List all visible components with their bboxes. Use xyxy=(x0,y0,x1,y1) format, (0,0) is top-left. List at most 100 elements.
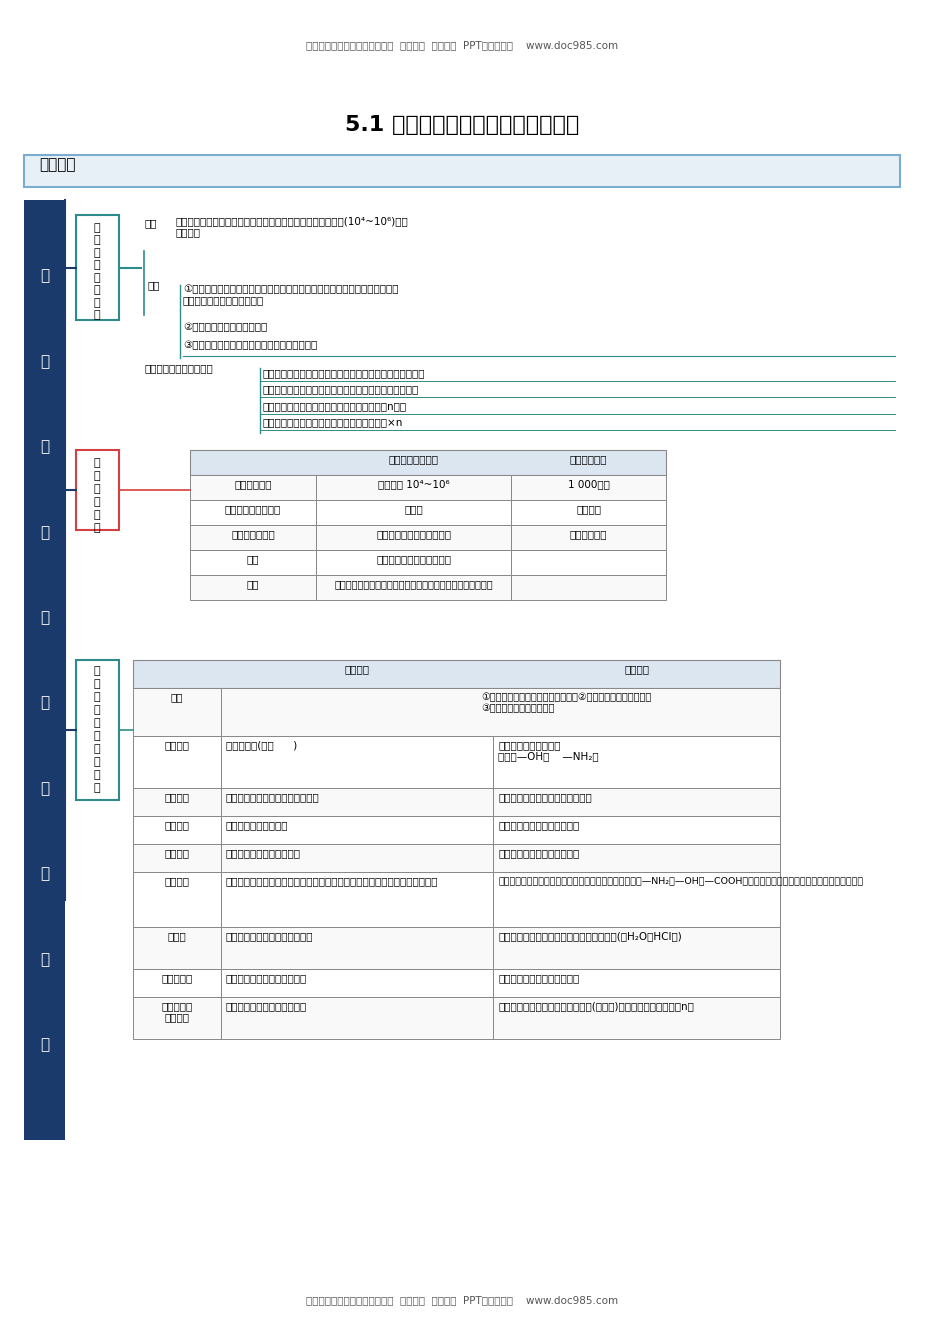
Text: 含不饱和键(如：      ): 含不饱和键(如： ) xyxy=(226,741,297,750)
Text: 反应特点: 反应特点 xyxy=(164,876,190,886)
Text: 反应发生在不饱和键上: 反应发生在不饱和键上 xyxy=(226,820,288,831)
Text: 有机高分子化合物: 有机高分子化合物 xyxy=(389,454,439,464)
Text: 物理、化学性质有较大差别: 物理、化学性质有较大差别 xyxy=(376,554,451,564)
Text: 5.1 合成高分子的基本方法（精讲）: 5.1 合成高分子的基本方法（精讲） xyxy=(345,116,580,134)
Text: 方: 方 xyxy=(40,952,49,966)
Bar xyxy=(133,788,220,816)
Text: 概念: 概念 xyxy=(144,218,157,228)
Text: 机: 机 xyxy=(94,235,101,246)
Bar xyxy=(133,927,220,969)
Text: 是单体的相对分子质量与脱去分子(小分子)的相对分子质量之差的n倍: 是单体的相对分子质量与脱去分子(小分子)的相对分子质量之差的n倍 xyxy=(498,1001,694,1011)
Bar xyxy=(493,844,780,872)
Text: 相同: 相同 xyxy=(171,692,183,702)
Text: 高分子化合物有关的概念: 高分子化合物有关的概念 xyxy=(144,363,213,374)
Text: 通过结合到低小分子而后连接: 通过结合到低小分子而后连接 xyxy=(498,848,580,857)
Bar xyxy=(76,215,119,320)
Text: 小学、初中、高中各种试卷真题  知识归纳  文案合同  PPT等免费下载    www.doc985.com: 小学、初中、高中各种试卷真题 知识归纳 文案合同 PPT等免费下载 www.do… xyxy=(306,1296,618,1305)
Text: ③每个高分子都是由若干个重复结构单元组成的: ③每个高分子都是由若干个重复结构单元组成的 xyxy=(183,340,317,349)
Bar xyxy=(133,660,780,688)
Text: 成: 成 xyxy=(40,353,49,368)
Bar xyxy=(220,969,493,997)
Bar xyxy=(190,575,316,599)
Bar xyxy=(493,997,780,1039)
Bar xyxy=(190,474,316,500)
Text: 合: 合 xyxy=(94,298,101,308)
Text: 的: 的 xyxy=(94,757,101,767)
Bar xyxy=(511,526,667,550)
Text: 聚合物的平均相对分子质量＝链节的相对质量×n: 聚合物的平均相对分子质量＝链节的相对质量×n xyxy=(263,417,403,427)
Bar xyxy=(493,927,780,969)
Bar xyxy=(493,788,780,816)
Text: 生成高聚物的同时，还有小分子副产物生成(如H₂O、HCl等): 生成高聚物的同时，还有小分子副产物生成(如H₂O、HCl等) xyxy=(498,931,682,941)
Text: 一般高达 10⁴~10⁶: 一般高达 10⁴~10⁶ xyxy=(378,478,449,489)
Bar xyxy=(220,927,493,969)
Text: 仅生成高聚物，没有副产物产生: 仅生成高聚物，没有副产物产生 xyxy=(226,931,314,941)
Text: 性质: 性质 xyxy=(247,554,259,564)
Text: ①单体是相对分子质量小的有机物；②生成物有高分子化合物；
③单体可相同，也可不相同: ①单体是相对分子质量小的有机物；②生成物有高分子化合物； ③单体可相同，也可不相… xyxy=(481,692,652,714)
Text: 分: 分 xyxy=(94,261,101,270)
Text: 子: 子 xyxy=(94,497,101,507)
Bar xyxy=(493,969,780,997)
Text: 高: 高 xyxy=(94,249,101,258)
Bar xyxy=(511,575,667,599)
Bar xyxy=(220,844,493,872)
Text: 明确数值: 明确数值 xyxy=(576,504,601,513)
Text: 酸和胺、二元醇、二元酸、氨基酸: 酸和胺、二元醇、二元酸、氨基酸 xyxy=(498,792,592,802)
Text: 特点: 特点 xyxy=(148,280,161,290)
Bar xyxy=(316,526,511,550)
Text: ①相对分子质量很大，由于高分子化合物都是混合物，无固定的熔、沸点，其
相对分子质量只是一个平均值: ①相对分子质量很大，由于高分子化合物都是混合物，无固定的熔、沸点，其 相对分子质… xyxy=(183,284,398,305)
Bar xyxy=(493,872,780,927)
Text: 比: 比 xyxy=(94,509,101,520)
Bar xyxy=(511,474,667,500)
Text: 由许多小分子化合物通过共价键结合成的，相对分子质量很高(10⁴~10⁶)的一
类化合物: 由许多小分子化合物通过共价键结合成的，相对分子质量很高(10⁴~10⁶)的一 类… xyxy=(175,216,408,238)
Text: 合: 合 xyxy=(40,269,49,284)
Text: 1 000以下: 1 000以下 xyxy=(568,478,610,489)
Text: 单体：能够进行聚合反应形成高分子化合物的低分子化合物: 单体：能够进行聚合反应形成高分子化合物的低分子化合物 xyxy=(263,368,426,378)
Bar xyxy=(190,500,316,526)
Bar xyxy=(76,450,119,530)
Text: 本: 本 xyxy=(40,867,49,882)
Text: 链节：高分子化合物中化学组成相同、可重复的最小单位: 链节：高分子化合物中化学组成相同、可重复的最小单位 xyxy=(263,384,419,394)
Text: ②合成原料都是低分子化合物: ②合成原料都是低分子化合物 xyxy=(183,323,267,332)
Bar xyxy=(316,500,511,526)
Bar xyxy=(220,872,493,927)
Bar xyxy=(190,550,316,575)
Bar xyxy=(220,788,493,816)
Bar xyxy=(133,737,220,788)
Bar xyxy=(220,997,493,1039)
Text: 单体中含有不饱和键是加聚反应的必要条件，打开不饱和键，相互连成长碳链: 单体中含有不饱和键是加聚反应的必要条件，打开不饱和键，相互连成长碳链 xyxy=(226,876,438,886)
Text: 有: 有 xyxy=(94,223,101,233)
Text: 较: 较 xyxy=(94,784,101,793)
Bar xyxy=(493,816,780,844)
Bar xyxy=(190,450,667,474)
Text: 通过不饱和键上的加成连接: 通过不饱和键上的加成连接 xyxy=(226,848,301,857)
Text: 由若干个重复结构单元组成: 由若干个重复结构单元组成 xyxy=(376,530,451,539)
Text: 分: 分 xyxy=(40,524,49,540)
Text: 比: 比 xyxy=(94,770,101,780)
Bar xyxy=(133,872,220,927)
Text: 至少含两个特征官能团
（如：—OH、    —NH₂）: 至少含两个特征官能团 （如：—OH、 —NH₂） xyxy=(498,741,598,762)
Bar xyxy=(316,550,511,575)
Text: 分: 分 xyxy=(94,484,101,495)
Text: 缩: 缩 xyxy=(94,706,101,715)
Text: 缩聚反应: 缩聚反应 xyxy=(624,664,649,673)
Text: 物: 物 xyxy=(94,310,101,320)
Text: 低: 低 xyxy=(94,470,101,481)
Bar xyxy=(511,500,667,526)
Text: 联系: 联系 xyxy=(247,579,259,589)
Bar xyxy=(133,844,220,872)
Text: 聚合度：高分子链中含有链节的数目，通常用n表示: 聚合度：高分子链中含有链节的数目，通常用n表示 xyxy=(263,401,407,411)
Text: 加聚反应: 加聚反应 xyxy=(345,664,370,673)
Bar xyxy=(133,997,220,1039)
Text: 相对分子质量的数值: 相对分子质量的数值 xyxy=(225,504,281,513)
Text: 高聚物与单体具有相同的组成: 高聚物与单体具有相同的组成 xyxy=(226,973,307,982)
Text: 平均值: 平均值 xyxy=(404,504,423,513)
Bar xyxy=(133,816,220,844)
Text: 相对分子质量: 相对分子质量 xyxy=(235,478,272,489)
Text: 分子的基本结构: 分子的基本结构 xyxy=(231,530,275,539)
Bar xyxy=(493,737,780,788)
Bar xyxy=(25,155,900,187)
Text: 思维导图: 思维导图 xyxy=(39,157,75,172)
Text: 小学、初中、高中各种试卷真题  知识归纳  文案合同  PPT等免费下载    www.doc985.com: 小学、初中、高中各种试卷真题 知识归纳 文案合同 PPT等免费下载 www.do… xyxy=(306,40,618,50)
Text: 子: 子 xyxy=(94,273,101,284)
